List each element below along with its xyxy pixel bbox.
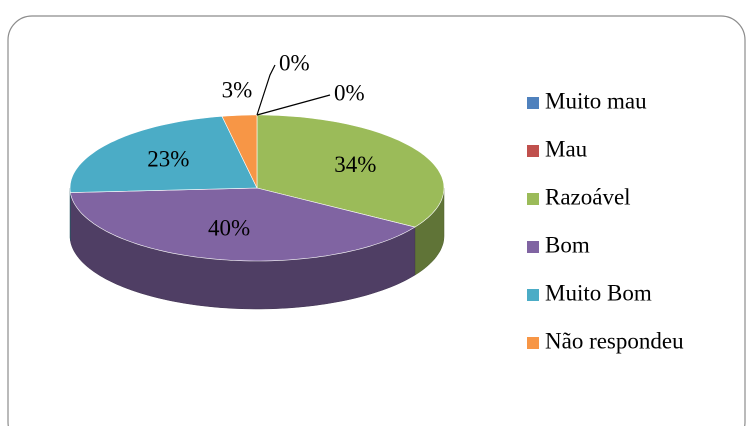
- legend-swatch: [527, 337, 539, 349]
- legend-label: Não respondeu: [545, 328, 684, 353]
- leader-line: [256, 94, 331, 116]
- legend-swatch: [527, 97, 539, 109]
- data-label: 3%: [222, 77, 253, 102]
- slice: [69, 115, 258, 193]
- legend-label: Muito Bom: [545, 280, 652, 305]
- legend-label: Mau: [545, 136, 588, 161]
- slice: [70, 187, 416, 262]
- slice: [256, 114, 445, 228]
- legend-label: Bom: [545, 232, 590, 257]
- legend-swatch: [527, 241, 539, 253]
- legend-label: Razoável: [545, 184, 631, 209]
- data-label: 0%: [334, 80, 365, 105]
- data-label: 23%: [147, 146, 189, 171]
- data-label: 40%: [208, 216, 250, 241]
- legend-label: Muito mau: [545, 88, 647, 113]
- legend-swatch: [527, 193, 539, 205]
- leader-line: [256, 64, 276, 116]
- legend-swatch: [527, 289, 539, 301]
- data-label: 0%: [279, 50, 310, 75]
- slice: [221, 114, 258, 189]
- legend-swatch: [527, 145, 539, 157]
- data-label: 34%: [334, 152, 376, 177]
